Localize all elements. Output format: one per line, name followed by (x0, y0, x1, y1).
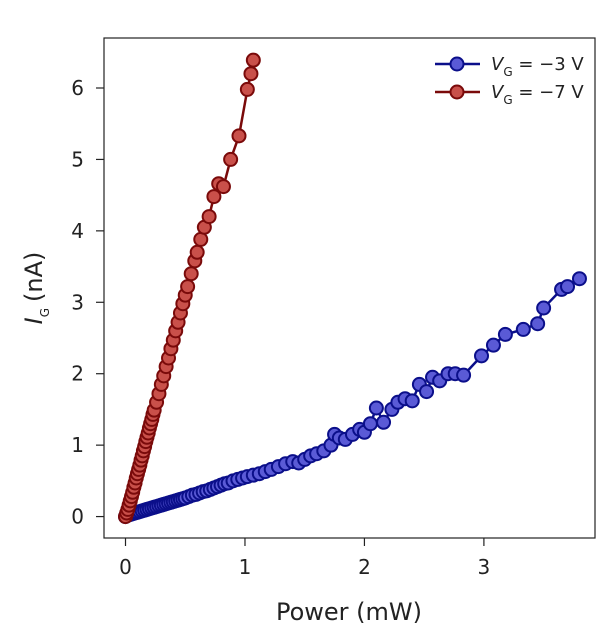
legend-entry-vg-minus7: VG = −7 V (435, 82, 584, 107)
data-point (193, 231, 209, 247)
data-point (231, 128, 247, 144)
data-point (536, 300, 552, 316)
data-point (515, 321, 531, 337)
plot-frame (103, 37, 596, 539)
data-point (419, 384, 435, 400)
data-point (530, 316, 546, 332)
data-point (245, 52, 261, 68)
svg-text:VG = −7 V: VG = −7 V (491, 82, 584, 107)
data-point (223, 151, 239, 167)
data-point (560, 279, 576, 295)
series-0 (118, 271, 587, 525)
data-point (485, 337, 501, 353)
data-point (201, 209, 217, 225)
x-axis-title: Power (mW) (276, 598, 422, 626)
series-1 (118, 52, 261, 525)
y-axis-title: IG(nA) (20, 252, 52, 325)
data-point (404, 393, 420, 409)
x-tick-label: 2 (358, 555, 371, 579)
data-point (497, 326, 513, 342)
svg-text:VG = −3 V: VG = −3 V (491, 54, 584, 79)
legend: VG = −3 V VG = −7 V (435, 54, 584, 107)
data-point (362, 416, 378, 432)
series-line (124, 277, 581, 518)
y-tick-label: 3 (71, 290, 84, 314)
x-axis: 0 1 2 3 (119, 538, 490, 579)
y-tick-label: 4 (71, 219, 84, 243)
data-point (189, 244, 205, 260)
data-point (474, 348, 490, 364)
y-tick-label: 6 (71, 76, 84, 100)
y-tick-label: 2 (71, 362, 84, 386)
data-point (456, 367, 472, 383)
y-tick-label: 5 (71, 147, 84, 171)
data-point (376, 414, 392, 430)
data-point (368, 400, 384, 416)
legend-entry-vg-minus3: VG = −3 V (435, 54, 584, 79)
x-tick-label: 1 (239, 555, 252, 579)
y-axis: 0 1 2 3 4 5 6 (71, 76, 104, 529)
series-layer (118, 52, 587, 525)
x-tick-label: 0 (119, 555, 132, 579)
data-point (180, 279, 196, 295)
data-point (206, 189, 222, 205)
data-point (215, 179, 231, 195)
data-point (571, 271, 587, 287)
y-tick-label: 1 (71, 433, 84, 457)
x-tick-label: 3 (478, 555, 491, 579)
data-point (183, 266, 199, 282)
data-point (239, 81, 255, 97)
y-tick-label: 0 (71, 505, 84, 529)
data-point (243, 66, 259, 82)
